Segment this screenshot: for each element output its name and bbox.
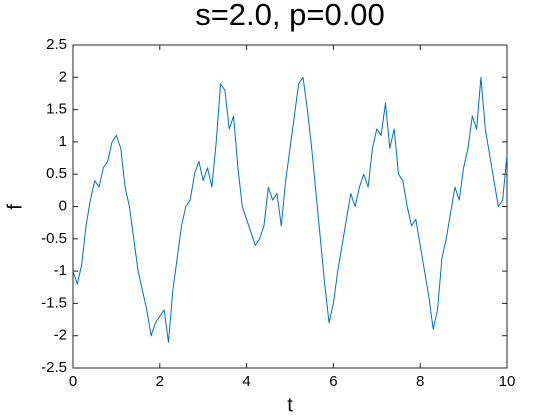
x-tick-label: 8 bbox=[416, 373, 424, 390]
y-axis-label: f bbox=[4, 204, 26, 210]
y-tick-label: -2 bbox=[54, 327, 67, 344]
y-tick-label: 2 bbox=[59, 68, 67, 85]
y-tick-label: 0 bbox=[59, 197, 67, 214]
x-tick-label: 6 bbox=[329, 373, 337, 390]
line-series bbox=[72, 76, 508, 343]
y-tick-label: -0.5 bbox=[41, 230, 67, 247]
x-axis-label: t bbox=[287, 394, 293, 416]
x-tick-label: 10 bbox=[499, 373, 516, 390]
axes-box bbox=[72, 44, 508, 369]
y-tick-label: 2.5 bbox=[46, 36, 67, 53]
y-tick-label: -1 bbox=[54, 262, 67, 279]
x-tick-label: 0 bbox=[69, 373, 77, 390]
chart-title: s=2.0, p=0.00 bbox=[195, 0, 385, 32]
y-tick-label: 1 bbox=[59, 133, 67, 150]
y-tick-label: -2.5 bbox=[41, 359, 67, 376]
y-tick-label: 1.5 bbox=[46, 101, 67, 118]
x-tick-label: 4 bbox=[242, 373, 250, 390]
y-tick-label: -1.5 bbox=[41, 294, 67, 311]
y-tick-label: 0.5 bbox=[46, 165, 67, 182]
x-tick-label: 2 bbox=[156, 373, 164, 390]
